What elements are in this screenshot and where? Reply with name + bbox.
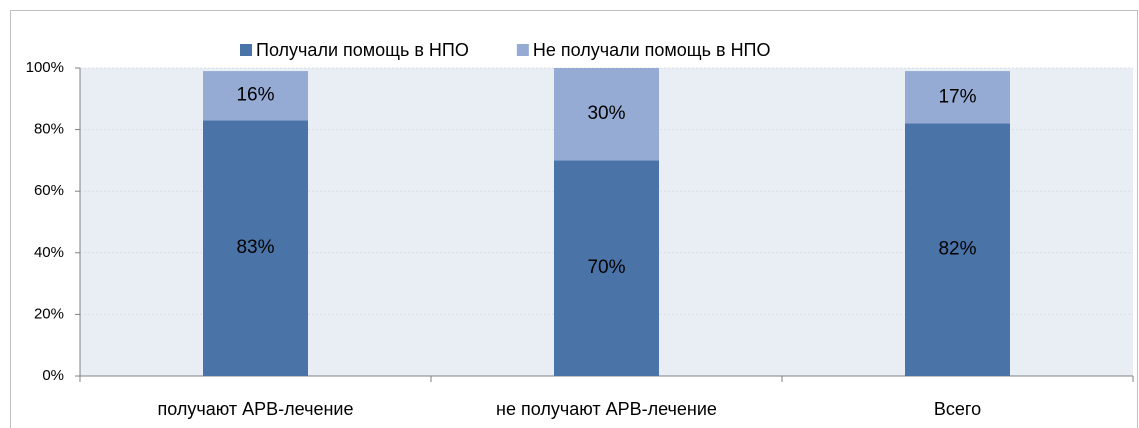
bar-segment bbox=[554, 160, 659, 376]
data-label: 83% bbox=[236, 237, 274, 258]
data-label: 16% bbox=[236, 85, 274, 106]
y-tick-label: 40% bbox=[34, 244, 64, 261]
legend-swatch bbox=[516, 44, 529, 56]
bar-segment bbox=[905, 71, 1010, 124]
bar-segment bbox=[905, 123, 1010, 376]
legend-swatch bbox=[240, 44, 252, 56]
x-tick-label: не получают АРВ-лечение bbox=[496, 399, 717, 419]
y-tick-label: 100% bbox=[26, 59, 64, 76]
data-label: 30% bbox=[587, 103, 625, 124]
bar-segment bbox=[203, 71, 308, 121]
data-label: 70% bbox=[587, 257, 625, 278]
y-tick-label: 60% bbox=[34, 182, 64, 199]
y-tick-label: 0% bbox=[42, 367, 64, 384]
data-label: 17% bbox=[938, 86, 976, 107]
y-tick-label: 20% bbox=[34, 305, 64, 322]
y-tick-label: 80% bbox=[34, 121, 64, 138]
legend-label: Получали помощь в НПО bbox=[256, 40, 469, 60]
bar-segment bbox=[554, 68, 659, 161]
data-label: 82% bbox=[938, 239, 976, 260]
x-tick-label: Всего bbox=[934, 399, 981, 419]
x-tick-label: получают АРВ-лечение bbox=[158, 399, 354, 419]
bar-segment bbox=[203, 120, 308, 376]
legend-label: Не получали помощь в НПО bbox=[533, 40, 771, 60]
